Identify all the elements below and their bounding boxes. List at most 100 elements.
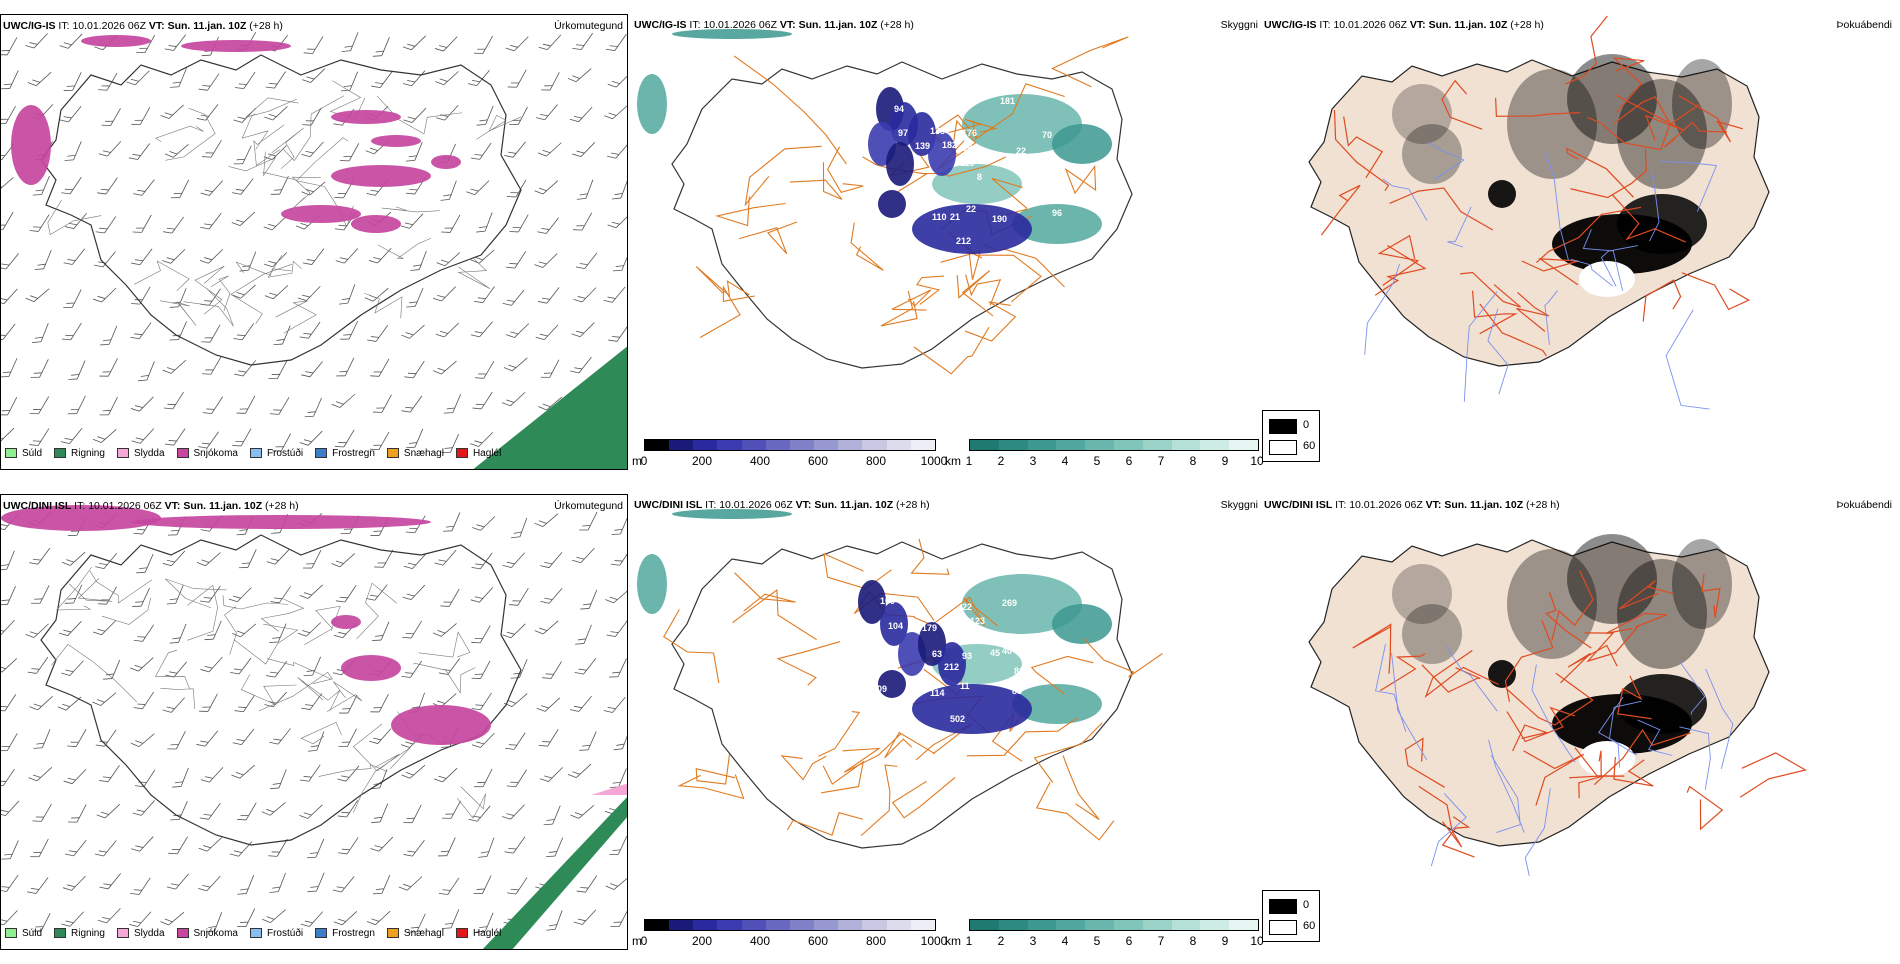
visibility-value: 502: [950, 714, 965, 724]
wind-barb: [307, 872, 325, 893]
wind-barb: [478, 837, 495, 858]
wind-barb: [331, 553, 356, 568]
wind-barb: [538, 396, 563, 411]
wind-barb: [196, 552, 221, 567]
precip-legend-item: Slydda: [116, 448, 165, 459]
wind-barb: [579, 511, 598, 531]
colorbar-tick-label: 800: [865, 934, 887, 948]
road-segment: [1535, 206, 1642, 264]
road-segment: [1389, 187, 1494, 231]
road-segment: [1551, 570, 1594, 641]
wind-barb: [132, 587, 150, 607]
colorbar-tick-label: 10: [1250, 454, 1264, 468]
road-segment: [1495, 97, 1581, 117]
wind-barb: [265, 71, 286, 89]
low-cloud-base-area: [938, 642, 966, 686]
road-segment: [916, 275, 944, 305]
road-segment: [842, 733, 902, 773]
road-segment: [744, 145, 822, 207]
low-visibility-area: [1052, 124, 1112, 164]
colorbar-tick-label: 7: [1157, 454, 1165, 468]
wind-barb: [606, 620, 627, 637]
wind-barb: [234, 360, 256, 377]
fog-legend-low-swatch: [1269, 440, 1297, 455]
it-value: 10.01.2026 06Z: [1349, 499, 1423, 511]
wind-barb: [543, 805, 561, 826]
river-segment: [1545, 152, 1569, 261]
wind-barb: [613, 729, 627, 751]
wind-barb: [1, 800, 20, 817]
cloud-base-swatches: [644, 919, 936, 931]
model-name: UWC/DINI ISL: [1264, 499, 1333, 511]
wind-barb: [434, 36, 458, 52]
wind-barb: [59, 620, 82, 637]
lead-time: (+28 h): [880, 19, 914, 31]
fog-area: [1402, 604, 1462, 664]
wind-barb: [269, 396, 290, 415]
road-segment: [1460, 271, 1521, 308]
wind-barb: [200, 767, 224, 783]
low-visibility-area: [637, 74, 667, 134]
wind-barb: [580, 589, 598, 610]
precip-legend-item: Frostregn: [315, 928, 375, 939]
precip-legend-swatch: [54, 928, 67, 938]
wind-barb: [269, 769, 287, 790]
panel-header: UWC/IG-IS IT: 10.01.2026 06Z VT: Sun. 11…: [1264, 19, 1544, 31]
wind-barb: [299, 804, 323, 819]
low-visibility-area: [962, 94, 1082, 154]
river-segment: [1531, 664, 1576, 763]
road-segment: [165, 107, 216, 161]
precip-fields: [11, 35, 627, 469]
wind-barb: [573, 909, 597, 925]
visibility-unit: km: [945, 454, 961, 468]
wind-barb: [97, 908, 121, 924]
colorbar-swatch: [717, 440, 742, 450]
river-segment: [1678, 659, 1706, 715]
wind-barb: [232, 728, 255, 745]
road-segment: [663, 609, 720, 684]
river-segment: [1658, 160, 1718, 212]
colorbar-tick-label: 1: [965, 934, 973, 948]
wind-barb: [505, 323, 530, 338]
wind-barb: [261, 802, 286, 816]
wind-barb: [130, 877, 151, 895]
wind-barb: [99, 396, 118, 416]
wind-barb: [603, 286, 626, 303]
wind-barb: [335, 248, 359, 264]
road-segment: [780, 755, 827, 781]
lead-time: (+28 h): [896, 499, 930, 511]
colorbar-tick-label: 400: [749, 454, 771, 468]
road-segment: [1418, 785, 1463, 848]
visibility-value: 182: [942, 140, 957, 150]
wind-barb: [272, 433, 292, 452]
wind-barb: [32, 323, 49, 343]
road-segment: [260, 598, 305, 632]
wind-barb: [169, 68, 187, 88]
wind-barb: [126, 70, 150, 86]
road-segment: [965, 274, 1002, 306]
wind-barb: [201, 324, 221, 343]
road-segment: [457, 257, 491, 289]
wind-barb: [470, 249, 495, 264]
wind-barb: [534, 513, 559, 528]
wind-barb: [234, 694, 255, 713]
wind-barb: [571, 322, 595, 338]
visibility-fields: [637, 509, 1112, 724]
precip-legend-item: Haglél: [455, 448, 501, 459]
visibility-colorbar: km 1 2 3 4 5 6 7 8 9 10: [945, 437, 1264, 469]
wind-barb: [502, 623, 526, 639]
wind-barb: [436, 105, 459, 121]
wind-barb: [1, 694, 17, 712]
visibility-value: 179: [922, 623, 937, 633]
road-segment: [1343, 116, 1384, 179]
visibility-value: 96: [1052, 208, 1062, 218]
lead-time: (+28 h): [1510, 19, 1544, 31]
visibility-value: 22: [966, 204, 976, 214]
wind-barb: [502, 289, 525, 306]
road-segment: [1051, 36, 1129, 88]
road-segment: [1379, 653, 1426, 692]
colorbar-swatch: [1142, 920, 1172, 930]
row-ig-is: UWC/IG-IS IT: 10.01.2026 06Z VT: Sun. 11…: [0, 14, 1900, 484]
road-segment: [352, 723, 400, 772]
precip-legend-swatch: [455, 928, 468, 938]
